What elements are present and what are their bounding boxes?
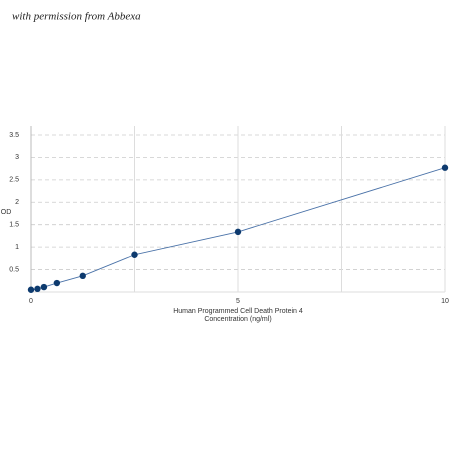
y-tick-label: 3: [15, 154, 19, 161]
data-point: [53, 279, 61, 287]
y-tick-label: 3.5: [9, 132, 19, 139]
data-point: [131, 251, 138, 258]
data-point: [27, 286, 35, 293]
x-axis-label: Concentration (ng/ml): [204, 316, 271, 323]
y-tick-label: 2: [15, 199, 19, 206]
y-axis-label: OD: [1, 209, 12, 216]
data-point: [79, 272, 86, 280]
x-tick-label: 10: [441, 298, 449, 305]
y-tick-label: 0.5: [9, 266, 19, 273]
x-tick-label: 0: [29, 298, 33, 305]
watermark: with permission from Abbexa: [12, 11, 141, 23]
data-point: [234, 228, 242, 236]
x-tick-label: 5: [236, 298, 240, 305]
y-tick-label: 2.5: [9, 177, 19, 184]
x-axis-label: Human Programmed Cell Death Protein 4: [173, 308, 303, 315]
data-point: [40, 283, 48, 291]
data-point: [34, 285, 41, 293]
y-tick-label: 1.5: [9, 222, 19, 229]
y-tick-label: 1: [15, 244, 19, 251]
data-point: [441, 164, 449, 171]
